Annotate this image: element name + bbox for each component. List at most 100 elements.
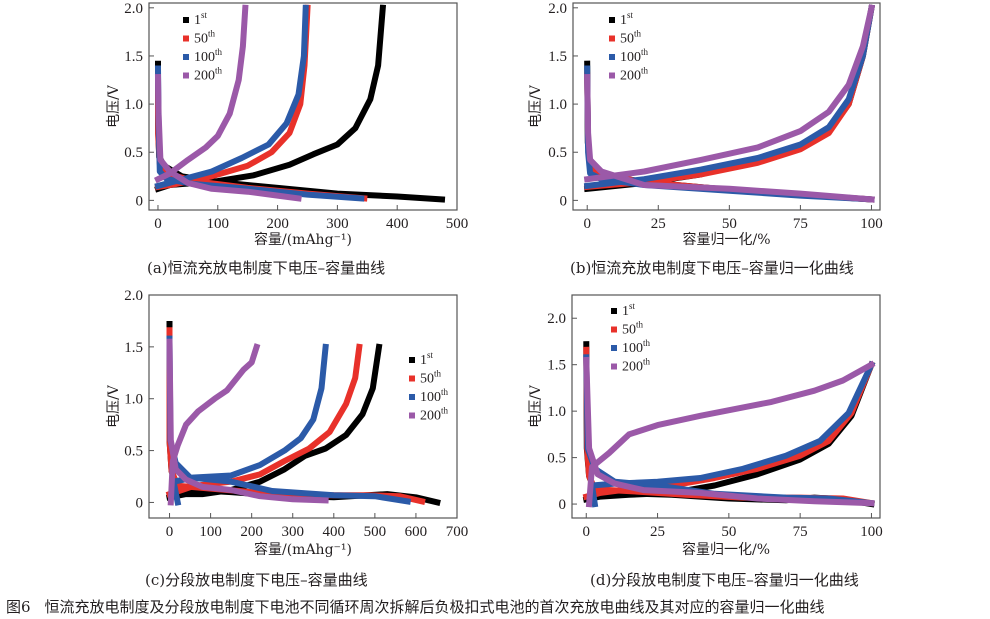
series-200th-charge-line-b (583, 4, 876, 183)
x-tick-label-b: 0 (583, 216, 591, 232)
legend-marker-50th (183, 35, 189, 42)
x-tick-label-d: 50 (721, 524, 736, 540)
caption-d: (d)分段放电制度下电压–容量归一化曲线 (590, 571, 859, 589)
legend-marker-50th (611, 326, 617, 333)
y-tick-label-a: 0 (136, 193, 144, 209)
caption-b: (b)恒流充放电制度下电压–容量归一化曲线 (570, 259, 854, 277)
y-tick-label-a: 1.0 (124, 97, 143, 113)
x-tick-label-a: 0 (154, 216, 162, 232)
series-200th-discharge-line-b (584, 74, 875, 203)
x-tick-label-c: 400 (323, 524, 346, 540)
legend-marker-200th (409, 412, 415, 419)
y-tick-label-d: 0.5 (547, 451, 566, 467)
chart-panel-d: 0 25 50 75 100 0 0.5 1.0 1.5 2.0 容量归一化/% 电压/V 1st50t… (528, 294, 883, 558)
y-tick-label-b: 1.0 (548, 97, 567, 113)
chart-panel-c: 0 100 200 300 400 500 600 700 0 0.5 1.0 1.5 2.0 容量/(m… (106, 288, 469, 558)
series-200th-charge-line-d (585, 360, 876, 508)
x-tick-label-a: 100 (207, 216, 230, 232)
x-axis-label-c: 容量/(mAhg⁻¹) (254, 541, 352, 558)
x-tick-label-c: 700 (446, 524, 469, 540)
y-tick-label-c: 0 (136, 495, 144, 511)
axes-frame-b (572, 2, 881, 211)
x-tick-label-b: 50 (722, 216, 737, 232)
series-50th-charge-line-d (582, 360, 876, 501)
chart-panel-b: 0 25 50 75 10000.51.01.52.0容量归一化/%电压/V1st50t… (528, 1, 883, 248)
x-tick-label-d: 75 (793, 524, 808, 540)
x-tick-label-d: 100 (860, 524, 883, 540)
y-tick-label-d: 2.0 (547, 311, 566, 327)
x-axis-label-a: 容量/(mAhg⁻¹) (254, 231, 352, 248)
y-tick-label-c: 0.5 (124, 444, 143, 460)
caption-a: (a)恒流充放电制度下电压–容量曲线 (147, 259, 386, 277)
axes-frame-d (571, 294, 881, 519)
legend-marker-50th (609, 35, 615, 42)
legend-marker-1st (609, 17, 615, 23)
series-200th-charge-line-c (167, 343, 261, 506)
y-tick-label-c: 2.0 (124, 288, 143, 304)
chart-panel-a: 0 100 200 300 400 500 0 0.5 1.0 1.5 2.0 容量/(mAhg⁻¹)… (106, 1, 469, 248)
series-100th-charge-line-b (583, 4, 875, 190)
series-100th-charge-line-d (589, 360, 876, 508)
y-tick-label-b: 2.0 (548, 1, 567, 17)
x-tick-label-a: 400 (386, 216, 409, 232)
x-tick-label-d: 25 (650, 524, 665, 540)
x-tick-label-b: 100 (860, 216, 883, 232)
y-tick-label-c: 1.5 (124, 340, 143, 356)
y-axis-label-b: 电压/V (528, 84, 544, 128)
series-200th-discharge-line-c (166, 338, 329, 504)
legend-marker-200th (609, 72, 615, 79)
axes-frame-c (148, 294, 458, 519)
y-tick-label-d: 0 (559, 497, 567, 513)
legend-marker-1st (611, 308, 617, 314)
legend-marker-200th (183, 72, 189, 79)
x-tick-label-c: 300 (281, 524, 304, 540)
legend-marker-200th (611, 363, 617, 370)
figure-caption-text: 恒流充放电制度及分段放电制度下电池不同循环周次拆解后负极扣式电池的首次充放电曲线… (44, 598, 825, 616)
y-tick-label-b: 1.5 (548, 49, 567, 65)
legend-label-50th: 50th (622, 320, 644, 338)
legend-marker-100th (183, 54, 189, 60)
legend-label-200th: 200th (622, 357, 651, 375)
series-200th-discharge-line-d (583, 356, 875, 507)
series-200th-discharge-line-a (154, 74, 302, 202)
x-tick-label-b: 75 (793, 216, 808, 232)
series-200th-charge-line-a (153, 4, 249, 184)
legend-marker-100th (611, 345, 617, 351)
y-axis-label-a: 电压/V (106, 84, 122, 128)
x-tick-label-c: 500 (364, 524, 387, 540)
legend-label-100th: 100th (622, 338, 651, 356)
legend-marker-50th (409, 375, 415, 382)
figure-caption: 图6 恒流充放电制度及分段放电制度下电池不同循环周次拆解后负极扣式电池的首次充放电… (6, 596, 825, 617)
figure-number: 图6 (6, 598, 31, 616)
legend-marker-1st (409, 357, 415, 363)
x-tick-label-c: 600 (405, 524, 428, 540)
y-tick-label-b: 0.5 (548, 145, 567, 161)
x-tick-label-b: 25 (651, 216, 666, 232)
series-100th-charge-line-a (154, 4, 309, 190)
legend-marker-100th (409, 394, 415, 400)
axes-frame-a (148, 2, 458, 211)
series-1st-charge-line-c (165, 343, 383, 501)
y-tick-label-c: 1.0 (124, 392, 143, 408)
caption-c: (c)分段放电制度下电压–容量曲线 (145, 571, 368, 589)
y-axis-label-d: 电压/V (528, 384, 544, 428)
x-tick-label-a: 500 (446, 216, 469, 232)
x-axis-label-d: 容量归一化/% (682, 541, 770, 558)
y-tick-label-b: 0 (560, 193, 568, 209)
x-tick-label-c: 200 (240, 524, 263, 540)
y-tick-label-a: 2.0 (124, 1, 143, 17)
series-50th-charge-line-c (165, 343, 363, 498)
y-tick-label-d: 1.0 (547, 404, 566, 420)
x-tick-label-c: 100 (199, 524, 222, 540)
x-tick-label-d: 0 (583, 524, 591, 540)
y-tick-label-a: 1.5 (124, 49, 143, 65)
x-tick-label-a: 200 (266, 216, 289, 232)
legend-label-1st: 1st (622, 301, 636, 319)
y-tick-label-a: 0.5 (124, 145, 143, 161)
y-axis-label-c: 电压/V (106, 384, 122, 428)
y-tick-label-d: 1.5 (547, 358, 566, 374)
x-tick-label-a: 300 (326, 216, 349, 232)
x-axis-label-b: 容量归一化/% (682, 231, 770, 248)
legend-marker-1st (183, 17, 189, 23)
legend-marker-100th (609, 54, 615, 60)
